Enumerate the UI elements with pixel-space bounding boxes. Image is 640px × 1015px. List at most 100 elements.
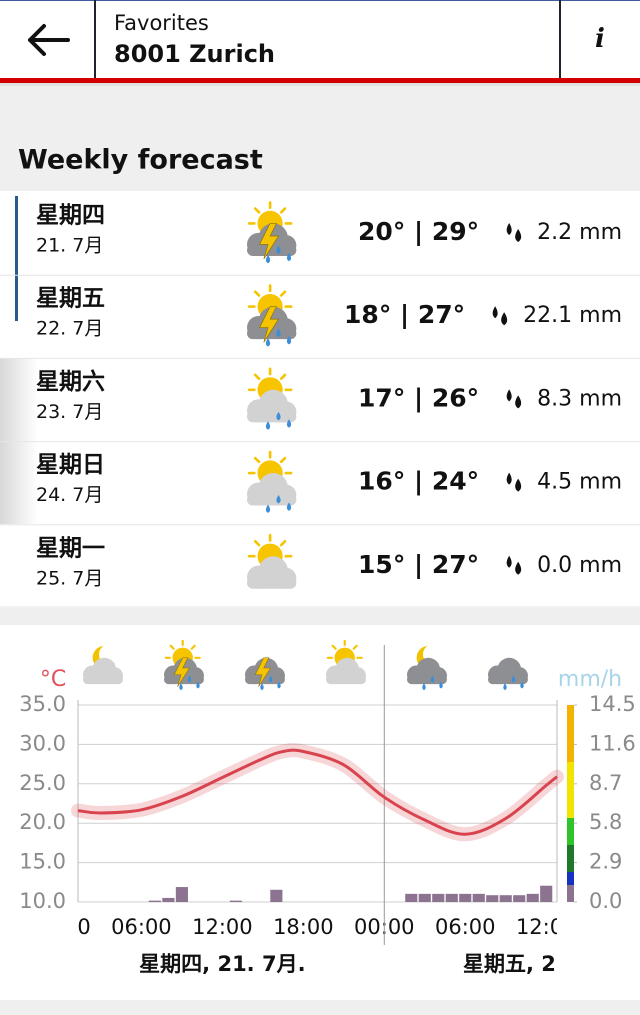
drop <box>515 561 522 575</box>
rain-drop <box>276 411 281 421</box>
sun-ray <box>331 644 337 650</box>
rain-drop <box>286 252 292 262</box>
scale-segment <box>567 845 574 872</box>
precip-bar <box>148 900 161 902</box>
scale-segment <box>567 818 574 845</box>
y2-tick-label: 0.0 <box>589 889 622 913</box>
day-label: 星期四, 21. 7月. <box>139 952 305 976</box>
lightning <box>254 657 271 687</box>
drop-icon <box>506 389 522 409</box>
rain-drop <box>286 502 292 511</box>
weather-icon <box>83 645 123 685</box>
sun-ray <box>253 207 261 214</box>
precip-bar <box>432 893 445 902</box>
sun-ray <box>279 290 287 297</box>
precip-bar <box>162 897 175 902</box>
x-axis: 00:0006:0012:0018:0000:0006:0012:00星期四, … <box>30 915 629 976</box>
lightning <box>173 657 190 687</box>
back-arrow[interactable] <box>28 24 70 56</box>
drop <box>506 389 512 402</box>
rain-drop <box>179 683 183 691</box>
precip-bar <box>540 885 553 902</box>
rain-drop <box>265 504 271 513</box>
drop <box>506 555 512 568</box>
rain-drop <box>196 681 200 689</box>
weather-icon <box>247 284 297 347</box>
date: 23. 7月 <box>36 401 103 423</box>
sun-ray <box>279 207 287 214</box>
rain-drop <box>268 675 273 683</box>
y2-tick-label: 2.9 <box>589 850 622 874</box>
precip-bar <box>445 893 458 902</box>
precipitation: 22.1 mm <box>523 303 622 328</box>
rain-drop <box>187 675 192 683</box>
drop-icon <box>492 306 508 326</box>
y2-tick-label: 8.7 <box>589 771 622 795</box>
precip-bar <box>418 893 431 902</box>
cloud <box>247 410 297 423</box>
sun-ray <box>190 644 196 650</box>
rain-drop <box>276 328 281 338</box>
cloud <box>488 674 528 685</box>
drop <box>515 229 522 242</box>
cloud <box>247 327 297 340</box>
y2-tick-label: 5.8 <box>589 810 622 834</box>
y-tick-label: 30.0 <box>19 731 66 755</box>
precip-bar <box>513 895 526 902</box>
info-button[interactable]: i <box>595 24 605 54</box>
rain-drop <box>286 419 292 428</box>
rain-drop <box>286 336 292 345</box>
x-tick-label: 00:00 <box>30 915 91 939</box>
y2-axis-unit: mm/h <box>558 667 622 692</box>
precipitation: 0.0 mm <box>537 553 622 578</box>
precipitation: 8.3 mm <box>537 386 622 411</box>
cloud <box>247 577 297 589</box>
cloud <box>407 674 447 685</box>
rain-drop <box>260 683 264 691</box>
rain-drop <box>430 675 435 683</box>
weather-icon <box>247 533 297 589</box>
precip-bar <box>270 889 283 902</box>
x-tick-label: 06:00 <box>435 915 496 939</box>
header-accent <box>0 78 640 83</box>
y-tick-label: 15.0 <box>19 850 66 874</box>
rain-drop <box>439 681 443 689</box>
scale-segment <box>567 885 574 902</box>
rain-drop <box>503 683 507 691</box>
day-label: 星期五, 22. 7月. <box>463 952 629 976</box>
day-name: 星期一 <box>36 535 105 561</box>
drop <box>506 472 512 485</box>
sun-ray <box>279 456 287 464</box>
weather-icon <box>245 657 285 691</box>
cloud <box>164 674 204 685</box>
day-name: 星期五 <box>36 286 105 312</box>
rain-drop <box>520 681 524 689</box>
precipitation: 2.2 mm <box>537 220 622 245</box>
plot: 10.0 15.0 20.0 25.0 30.0 35.0 0.0 2.9 5.8 8.7 11.6… <box>19 639 636 976</box>
weather-icon <box>247 201 297 264</box>
back-button[interactable] <box>0 0 94 78</box>
day-name: 星期日 <box>36 452 105 478</box>
date: 22. 7月 <box>36 318 103 340</box>
rain-drop <box>265 421 271 430</box>
drop <box>515 478 522 492</box>
precip-bar <box>526 893 539 902</box>
cloud <box>83 674 123 685</box>
rain-drop <box>276 245 281 254</box>
y2-tick-label: 11.6 <box>589 731 636 755</box>
cloud <box>245 674 285 685</box>
y-tick-label: 20.0 <box>19 810 66 834</box>
intensity-scale <box>567 705 574 902</box>
rain-drop <box>277 681 281 689</box>
x-tick-label: 18:00 <box>273 915 334 939</box>
drop <box>501 312 508 326</box>
header <box>0 0 640 79</box>
date: 25. 7月 <box>36 567 103 589</box>
x-tick-label: 06:00 <box>111 915 172 939</box>
temperatures: 16° | 24° <box>358 467 479 496</box>
precip-bar <box>175 887 188 902</box>
temperatures: 20° | 29° <box>358 217 479 246</box>
precipitation: 4.5 mm <box>537 470 622 495</box>
